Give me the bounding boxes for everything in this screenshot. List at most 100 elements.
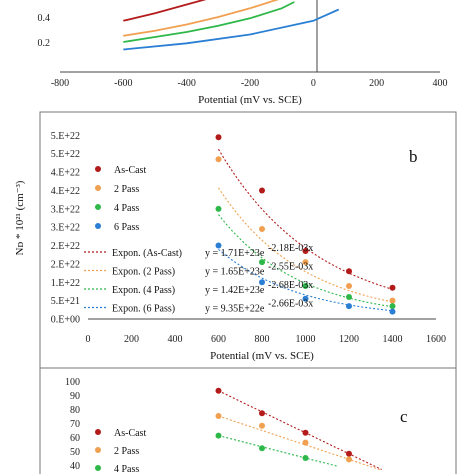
panel-b-legend-label-p4: 4 Pass	[114, 203, 139, 214]
panel-b-point-p2	[302, 259, 309, 266]
panel-b-y-tick-label: 2.E+22	[51, 241, 80, 252]
panel-b-y-tick-label: 0.E+00	[51, 315, 80, 326]
panel-c-legend-label-p4: 4 Pass	[114, 464, 139, 474]
panel-b-x-tick-label: 800	[255, 334, 270, 345]
panel-b-x-axis-label: Potential (mV vs. SCE)	[210, 350, 314, 362]
panel-c-fit-line-p2	[218, 415, 382, 471]
panel-b-fit-line-p2	[218, 187, 395, 303]
panel-c-legend: As-Cast 2 Pass 4 Pass	[95, 428, 146, 474]
panel-c-y-tick-label: 80	[70, 405, 80, 416]
panel-b-frame	[39, 111, 457, 369]
panel-b-y-axis-label: Nᴅ * 10²¹ (cm⁻³)	[14, 180, 26, 255]
panel-b-point-p6	[389, 308, 396, 315]
panel-b-fit-legend-label-p4: Expon. (4 Pass)	[112, 285, 175, 296]
panel-c-point-as_cast	[346, 450, 352, 457]
panel-a-x-tick-label: 400	[433, 78, 448, 89]
panel-b-point-p2	[389, 297, 396, 304]
panel-b-y-tick-label: 4.E+22	[51, 168, 80, 179]
panel-b-legend-marker-p4	[95, 204, 101, 210]
panel-b-fit-equation-exponent-p6: -2.66E-03x	[268, 299, 313, 310]
panel-c-point-p2	[346, 456, 352, 463]
panel-b-x-tick-label: 600	[211, 334, 226, 345]
panel-c-legend-marker-p2	[95, 447, 101, 453]
panel-b-fit-equation-p4: y = 1.42E+23e	[205, 285, 265, 296]
panel-b-point-as_cast	[215, 134, 222, 141]
panel-b-point-p4	[302, 282, 309, 289]
panel-c-y-tick-label: 90	[70, 391, 80, 402]
panel-a-x-tick-label: -200	[241, 78, 259, 89]
panel-b-chart: 0.E+00 5.E+21 1.E+22 2.E+22 2.E+22 3.E+22 3.E+…	[14, 131, 446, 362]
panel-c-point-p2	[259, 422, 265, 429]
panel-a-y-tick-label: 0.4	[38, 13, 51, 24]
panel-b-legend-marker-p6	[95, 223, 101, 229]
panel-b-legend-label-as_cast: As-Cast	[114, 165, 146, 176]
panel-c-point-p4	[215, 432, 222, 439]
panel-b-point-p6	[215, 242, 222, 249]
panel-a-x-tick-label: -800	[51, 78, 69, 89]
panel-b-y-tick-label: 4.E+22	[51, 186, 80, 197]
panel-b-fit-equation-p2: y = 1.65E+23e	[205, 267, 265, 278]
panel-c-chart: 40 50 60 70 80 90 100 c As-Cast 2 Pass 4 Pass	[65, 377, 408, 474]
panel-c-legend-label-p2: 2 Pass	[114, 446, 139, 457]
panel-b-fit-legend-label-p6: Expon. (6 Pass)	[112, 304, 175, 315]
panel-b-fit-equation-p6: y = 9.35E+22e	[205, 304, 265, 315]
panel-a-y-tick-label: 0.2	[38, 38, 51, 49]
panel-b-point-p2	[346, 282, 352, 289]
panel-a-series-line-p6	[123, 8, 340, 51]
panel-b-letter: b	[409, 147, 418, 166]
panel-b-fit-legend-label-p2: Expon. (2 Pass)	[112, 267, 175, 278]
panel-b-point-p4	[259, 259, 265, 266]
panel-b-x-tick-label: 1600	[426, 334, 446, 345]
panel-b-point-p2	[259, 226, 265, 233]
panel-c-point-as_cast	[259, 410, 265, 417]
panel-c-point-p4	[259, 445, 265, 452]
panel-c-y-tick-label: 100	[65, 377, 80, 388]
panel-b-point-p6	[346, 303, 352, 310]
panel-b-x-tick-label: 1000	[296, 334, 316, 345]
panel-b-point-as_cast	[259, 187, 265, 194]
panel-a-x-tick-label: 200	[369, 78, 384, 89]
panel-b-point-p4	[215, 205, 222, 212]
panel-b-legend-label-p2: 2 Pass	[114, 184, 139, 195]
panel-b-x-tick-label: 0	[86, 334, 91, 345]
panel-a-series-line-as_cast	[123, 0, 207, 22]
panel-a-x-axis-label: Potential (mV vs. SCE)	[198, 94, 302, 106]
panel-b-y-tick-label: 1.E+22	[51, 278, 80, 289]
panel-c-legend-marker-as_cast	[95, 429, 101, 435]
panel-b-y-tick-label: 2.E+22	[51, 259, 80, 270]
panel-c-legend-marker-p4	[95, 465, 101, 471]
panel-c-y-tick-label: 50	[70, 447, 80, 458]
panel-a-series-line-p2	[123, 0, 280, 37]
panel-c-fit-line-as_cast	[218, 390, 382, 471]
panel-b-x-tick-label: 200	[124, 334, 139, 345]
panel-b-point-as_cast	[346, 268, 352, 275]
panel-b-x-tick-label: 1200	[339, 334, 359, 345]
panel-a-x-tick-label: -600	[114, 78, 132, 89]
panel-c-point-as_cast	[215, 387, 222, 394]
panel-b-fit-equation-exponent-as_cast: -2.18E-03x	[268, 243, 313, 254]
panel-c-point-p2	[302, 439, 309, 446]
panel-b-y-tick-label: 3.E+22	[51, 204, 80, 215]
panel-b-legend: As-Cast 2 Pass 4 Pass 6 Pass Expon. (As-Cast…	[84, 165, 313, 315]
panel-b-point-p6	[302, 295, 309, 302]
panel-c-point-as_cast	[302, 429, 309, 436]
panel-b-fit-equation-exponent-p4: -2.68E-03x	[268, 280, 313, 291]
panel-b-fit-equation-as_cast: y = 1.71E+23e	[205, 248, 265, 259]
panel-b-legend-marker-as_cast	[95, 166, 101, 172]
panel-a-x-tick-label: 0	[311, 78, 316, 89]
panel-b-point-p2	[215, 156, 222, 163]
panel-b-y-tick-label: 5.E+22	[51, 131, 80, 142]
panel-b-legend-label-p6: 6 Pass	[114, 222, 139, 233]
panel-c-y-tick-label: 70	[70, 419, 80, 430]
panel-b-fit-line-p6	[218, 248, 395, 312]
panel-b-fit-legend-label-as_cast: Expon. (As-Cast)	[112, 248, 182, 259]
panel-c-legend-label-as_cast: As-Cast	[114, 428, 146, 439]
panel-c-point-p4	[302, 455, 309, 461]
panel-b-y-tick-label: 3.E+22	[51, 223, 80, 234]
panel-b-legend-marker-p2	[95, 185, 101, 191]
panel-c-y-tick-label: 60	[70, 433, 80, 444]
panel-b-point-as_cast	[389, 284, 396, 291]
panel-b-x-tick-label: 400	[168, 334, 183, 345]
panel-b-point-as_cast	[302, 248, 309, 255]
